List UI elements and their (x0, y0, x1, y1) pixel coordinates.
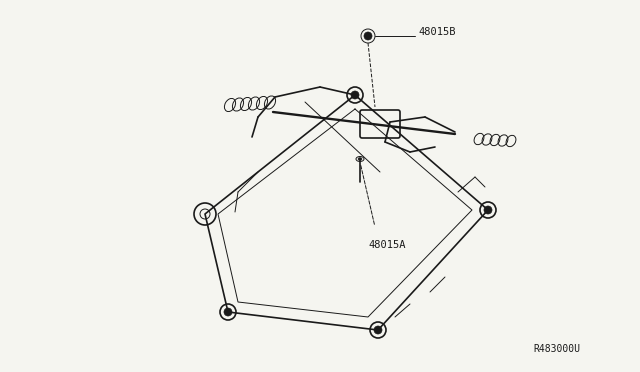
Text: 48015A: 48015A (368, 240, 406, 250)
Text: 48015B: 48015B (418, 27, 456, 37)
Text: R483000U: R483000U (533, 344, 580, 354)
Circle shape (484, 206, 492, 214)
Circle shape (374, 326, 382, 334)
Circle shape (364, 32, 372, 40)
Circle shape (351, 91, 359, 99)
Ellipse shape (358, 157, 362, 160)
Circle shape (224, 308, 232, 316)
